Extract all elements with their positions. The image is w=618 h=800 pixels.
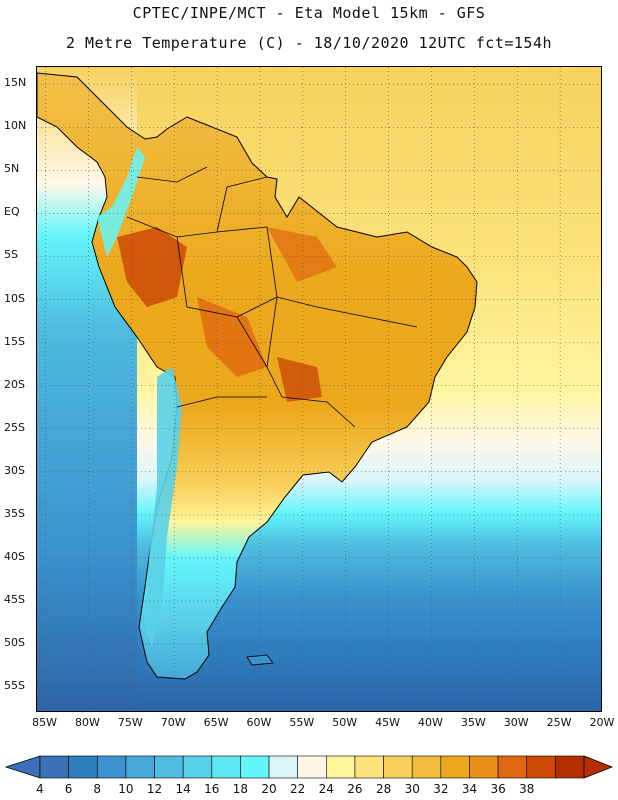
colorbar-low-arrow — [4, 755, 41, 779]
colorbar-swatch — [125, 755, 155, 779]
colorbar-swatch — [526, 755, 556, 779]
colorbar-label: 6 — [64, 782, 73, 796]
colorbar-label: 22 — [290, 782, 306, 796]
colorbar-swatch — [182, 755, 213, 779]
latitude-label: 10N — [4, 119, 27, 133]
colorbar-swatch — [39, 755, 69, 779]
peru-hot-zone — [117, 227, 187, 307]
longitude-label: 55W — [289, 716, 315, 729]
colorbar-swatch — [555, 755, 585, 779]
colorbar-label: 28 — [375, 782, 392, 796]
colorbar-swatch — [268, 755, 298, 779]
colorbar-swatch — [297, 755, 327, 779]
amazon-hot-zone — [267, 227, 337, 282]
colorbar-label: 26 — [347, 782, 363, 796]
colorbar-label: 12 — [146, 782, 163, 796]
temperature-map — [36, 66, 602, 712]
latitude-label: 35S — [4, 506, 25, 520]
paraguay-hot-zone — [277, 357, 322, 402]
latitude-label: 40S — [4, 549, 25, 563]
colorbar-swatch — [354, 755, 384, 779]
latitude-label: 5S — [4, 248, 18, 262]
colorbar-label: 34 — [461, 782, 478, 796]
map-canvas — [37, 67, 601, 711]
colorbar-label: 20 — [261, 782, 277, 796]
colorbar-label: 32 — [433, 782, 449, 796]
colorbar-swatch — [96, 755, 127, 779]
colorbar-swatch — [411, 755, 442, 779]
map-subtitle: 2 Metre Temperature (C) - 18/10/2020 12U… — [65, 34, 553, 52]
latitude-label: 45S — [4, 593, 25, 607]
longitude-label: 20W — [589, 716, 615, 729]
latitude-label: 10S — [4, 291, 25, 305]
colorbar-label: 18 — [232, 782, 249, 796]
longitude-label: 45W — [375, 716, 401, 729]
longitude-label: 35W — [460, 716, 486, 729]
colorbar-swatch — [326, 755, 356, 779]
colorbar-label: 30 — [404, 782, 420, 796]
map-title: CPTEC/INPE/MCT - Eta Model 15km - GFS — [132, 4, 486, 22]
longitude-label: 25W — [546, 716, 572, 729]
longitude-label: 75W — [117, 716, 143, 729]
longitude-label: 65W — [203, 716, 229, 729]
country-borders — [126, 166, 418, 428]
colorbar-label: 38 — [519, 782, 535, 796]
colorbar-label: 4 — [36, 782, 44, 796]
colorbar-label: 8 — [93, 782, 102, 796]
south-america-landmass — [37, 72, 478, 680]
colorbar-swatch — [383, 755, 413, 779]
longitude-label: 60W — [246, 716, 272, 729]
colorbar-swatch — [68, 755, 98, 779]
longitude-label: 85W — [32, 716, 57, 729]
colorbar-label: 36 — [490, 782, 506, 796]
colorbar-swatch — [469, 755, 499, 779]
latitude-label: 30S — [4, 463, 25, 477]
colorbar-swatch — [211, 755, 241, 779]
latitude-label: 55S — [4, 679, 25, 693]
longitude-label: 70W — [160, 716, 186, 729]
latitude-label: 50S — [4, 636, 25, 650]
colorbar-label: 14 — [175, 782, 191, 796]
andes-cold-band — [145, 367, 182, 647]
colorbar-swatch — [154, 755, 184, 779]
colorbar-label: 10 — [118, 782, 134, 796]
latitude-label: 20S — [4, 377, 25, 391]
longitude-label: 80W — [75, 716, 100, 729]
longitude-label: 50W — [332, 716, 358, 729]
latitude-label: 5N — [4, 162, 20, 176]
temperature-colorbar — [4, 755, 614, 779]
latitude-label: 15S — [4, 334, 25, 348]
colorbar-swatch — [240, 755, 270, 779]
latitude-label: EQ — [4, 205, 20, 219]
colorbar-label: 24 — [318, 782, 334, 796]
colorbar-high-arrow — [583, 755, 614, 779]
colorbar-swatch — [440, 755, 470, 779]
latitude-label: 15N — [4, 76, 27, 90]
colorbar-label: 16 — [204, 782, 220, 796]
northern-andes-cold-band — [97, 147, 145, 257]
bolivia-hot-zone — [197, 297, 267, 377]
latitude-label: 25S — [4, 420, 25, 434]
colorbar-swatch — [497, 755, 528, 779]
longitude-label: 30W — [503, 716, 529, 729]
longitude-label: 40W — [418, 716, 443, 729]
